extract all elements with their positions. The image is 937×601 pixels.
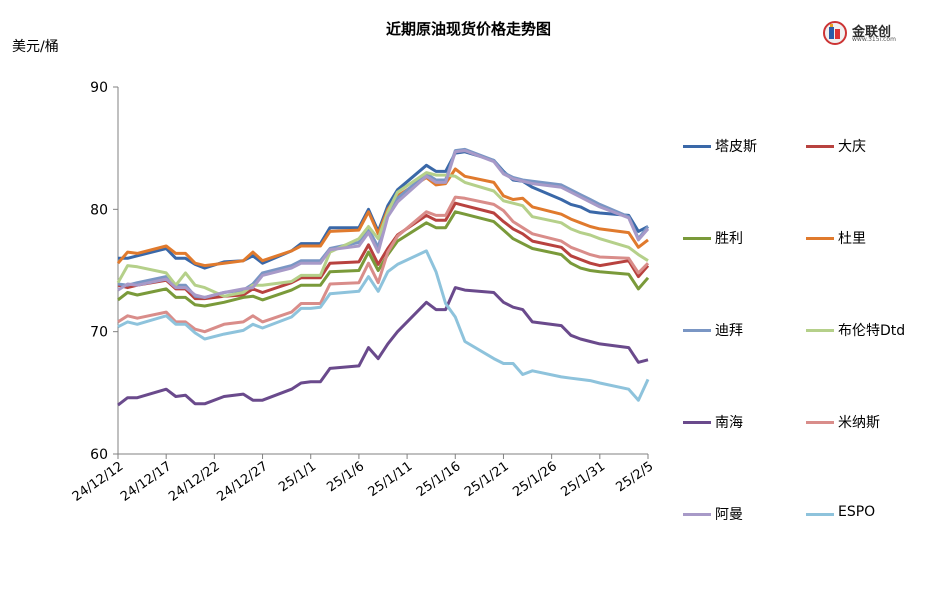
legend-swatch	[683, 513, 711, 516]
legend-label: 米纳斯	[838, 415, 880, 431]
x-tick-label: 25/1/31	[558, 459, 608, 500]
legend-label: ESPO	[838, 504, 876, 520]
logo-mark-icon	[823, 21, 847, 45]
x-tick-label: 25/1/6	[324, 459, 367, 495]
series-line	[118, 150, 649, 270]
legend-label: 南海	[715, 415, 743, 431]
chart-title: 近期原油现货价格走势图	[385, 20, 551, 38]
legend-swatch	[683, 329, 711, 332]
legend-label: 大庆	[838, 139, 866, 155]
x-tick-label: 24/12/17	[118, 459, 174, 505]
y-tick-label: 80	[90, 202, 108, 218]
legend-swatch	[683, 237, 711, 240]
series-line	[117, 149, 650, 299]
x-tick-label: 25/2/5	[613, 459, 656, 495]
x-tick-label: 25/1/26	[510, 459, 560, 500]
legend-swatch	[806, 145, 834, 148]
y-tick-label: 90	[90, 80, 108, 96]
series-line	[117, 286, 649, 407]
series-line	[117, 249, 650, 402]
series-line	[117, 201, 650, 301]
legend-swatch	[806, 329, 834, 332]
legend-swatch	[683, 145, 711, 148]
legend-swatch	[683, 421, 711, 424]
logo-url: www.315i.com	[852, 36, 896, 43]
legend-swatch	[806, 421, 834, 424]
x-tick-label: 24/12/12	[70, 459, 126, 505]
legend-swatch	[806, 237, 834, 240]
x-tick-label: 25/1/11	[366, 459, 416, 500]
logo-name: 金联创	[852, 25, 892, 40]
series-line	[117, 195, 650, 334]
x-tick-label: 25/1/1	[276, 459, 319, 495]
y-tick-label: 60	[90, 447, 108, 463]
brand-logo: 金联创 www.315i.com	[822, 20, 896, 46]
chart-axes: 60 70 80 90 24/12/1224/12/1724/12/2224/12/27…	[70, 80, 656, 505]
x-tick-label: 25/1/16	[414, 459, 464, 500]
legend-label: 迪拜	[715, 323, 743, 339]
legend-label: 杜里	[838, 231, 866, 247]
x-tick-label: 25/1/21	[462, 459, 512, 500]
legend-label: 胜利	[715, 231, 743, 247]
x-tick-label: 24/12/27	[214, 459, 270, 505]
y-tick-label: 70	[90, 325, 108, 341]
x-tick-label: 24/12/22	[166, 459, 222, 505]
legend-swatch	[806, 513, 834, 516]
legend-label: 塔皮斯	[715, 139, 757, 155]
legend-label: 布伦特Dtd	[838, 323, 906, 339]
chart-lines	[116, 147, 650, 407]
y-axis-unit-label: 美元/桶	[12, 39, 59, 55]
series-line	[116, 171, 649, 298]
legend-label: 阿曼	[715, 507, 743, 523]
